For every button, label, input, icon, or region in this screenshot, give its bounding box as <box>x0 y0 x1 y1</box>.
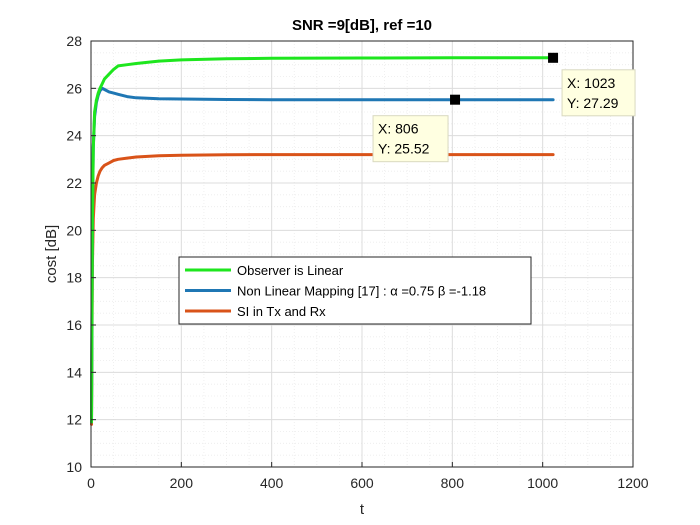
y-tick-label: 12 <box>66 412 82 428</box>
y-tick-label: 14 <box>66 364 82 380</box>
y-tick-label: 26 <box>66 80 82 96</box>
legend[interactable]: Observer is Linear Non Linear Mapping [17… <box>178 256 532 325</box>
chart-title: SNR =9[dB], ref =10 <box>292 17 432 34</box>
x-tick-label: 1200 <box>617 475 648 491</box>
x-tick-label: 800 <box>441 475 465 491</box>
x-tick-label: 600 <box>350 475 374 491</box>
y-tick-label: 20 <box>66 222 82 238</box>
y-tick-label: 22 <box>66 175 82 191</box>
legend-box <box>178 256 532 325</box>
datatip-y-1: Y: 27.29 <box>567 95 619 111</box>
datatip-marker-2[interactable] <box>450 94 461 105</box>
x-axis: 0 200 400 600 800 1000 1200 <box>87 462 649 491</box>
y-tick-label: 10 <box>66 459 82 475</box>
legend-label-1: Observer is Linear <box>237 263 344 278</box>
y-tick-label: 18 <box>66 270 82 286</box>
legend-label-3: SI in Tx and Rx <box>237 304 326 319</box>
datatip-y-2: Y: 25.52 <box>378 141 430 157</box>
series-line-1 <box>90 56 555 424</box>
datatip-box-1 <box>561 69 636 117</box>
x-axis-title: t <box>360 501 365 518</box>
x-tick-label: 400 <box>260 475 284 491</box>
datatip-box-2 <box>372 115 449 163</box>
datatip-x-2: X: 806 <box>378 121 419 137</box>
datatip-x-1: X: 1023 <box>567 75 615 91</box>
y-axis: 10 12 14 16 18 20 22 24 26 28 <box>66 33 96 475</box>
y-tick-label: 24 <box>66 128 82 144</box>
y-axis-title: cost [dB] <box>43 225 60 283</box>
x-tick-label: 1000 <box>527 475 558 491</box>
datatip-marker-1[interactable] <box>548 52 559 63</box>
series-line-3 <box>90 153 555 426</box>
y-tick-label: 28 <box>66 33 82 49</box>
x-tick-label: 200 <box>170 475 194 491</box>
x-tick-label: 0 <box>87 475 95 491</box>
datatips: X: 1023 Y: 27.29 X: 806 Y: 25.52 <box>372 52 636 163</box>
y-tick-label: 16 <box>66 317 82 333</box>
legend-label-2: Non Linear Mapping [17] : α =0.75 β =-1.… <box>237 284 486 299</box>
series-layer <box>90 56 555 426</box>
